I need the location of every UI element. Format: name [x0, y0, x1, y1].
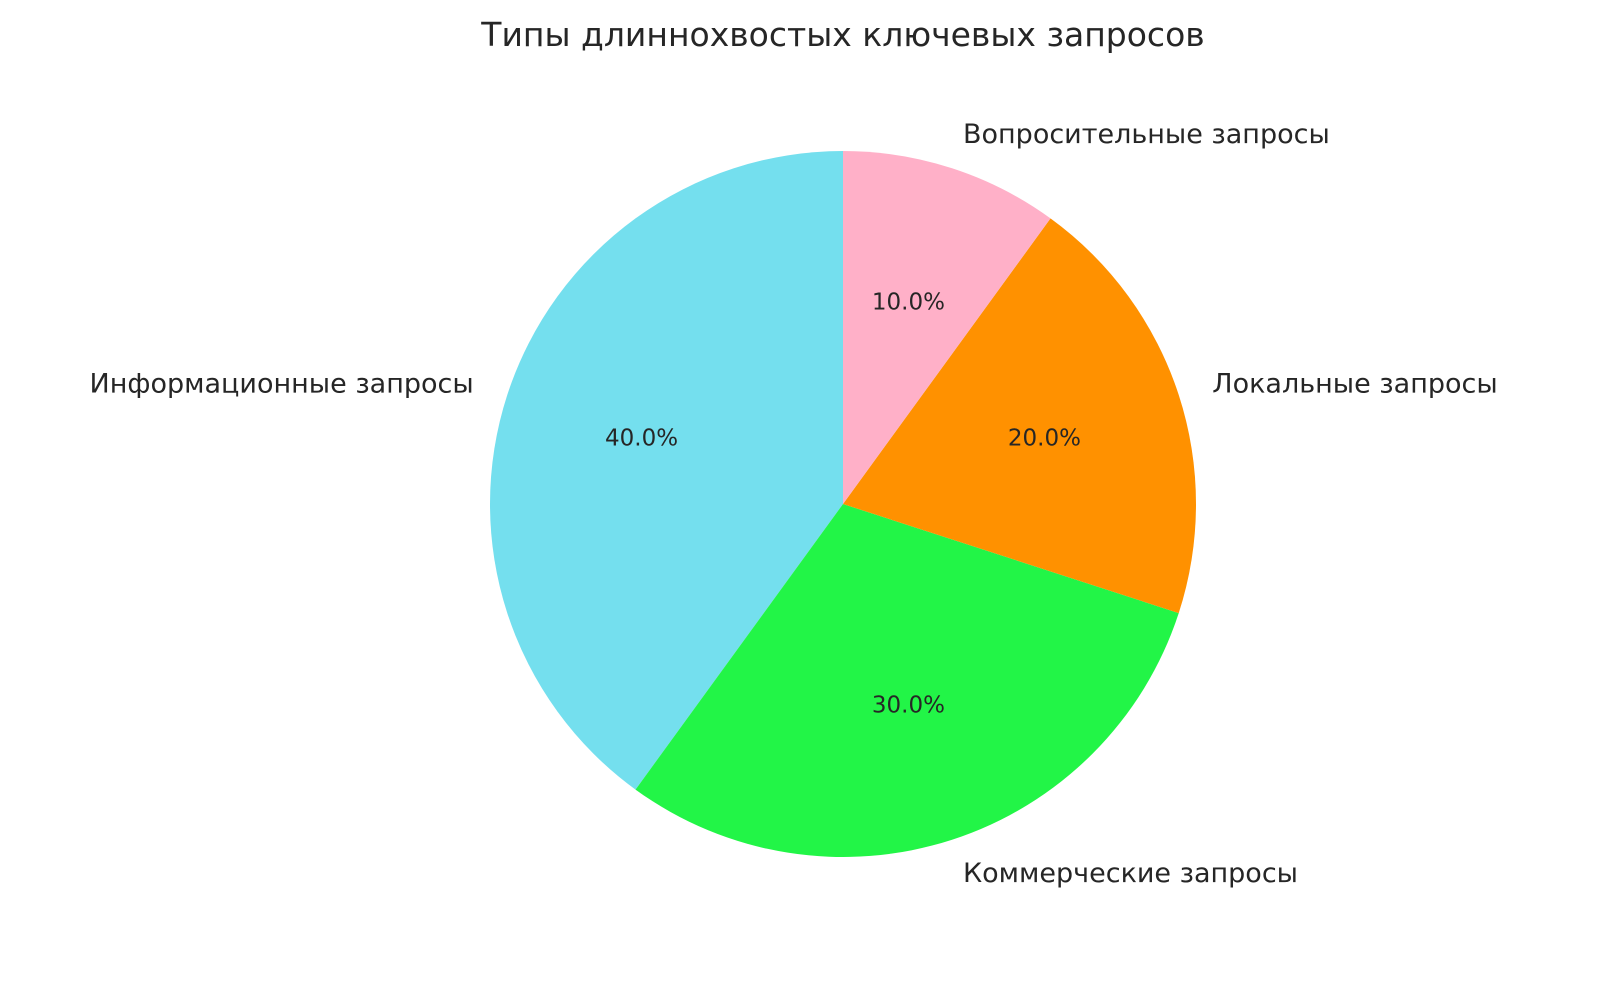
pie-slice [843, 218, 1196, 614]
pie-slice [843, 151, 1051, 504]
slice-label: Коммерческие запросы [963, 858, 1298, 889]
slice-percent-label: 20.0% [1008, 426, 1081, 452]
pie-slice [635, 504, 1179, 857]
pie-slice [490, 151, 843, 790]
slice-label: Локальные запросы [1212, 369, 1497, 400]
slice-percent-label: 40.0% [605, 426, 678, 452]
slice-percent-label: 30.0% [872, 692, 945, 718]
slice-label: Информационные запросы [90, 369, 474, 400]
chart-title: Типы длиннохвостых ключевых запросов [480, 15, 1204, 54]
slice-percent-label: 10.0% [872, 290, 945, 316]
slice-label: Вопросительные запросы [963, 119, 1330, 150]
